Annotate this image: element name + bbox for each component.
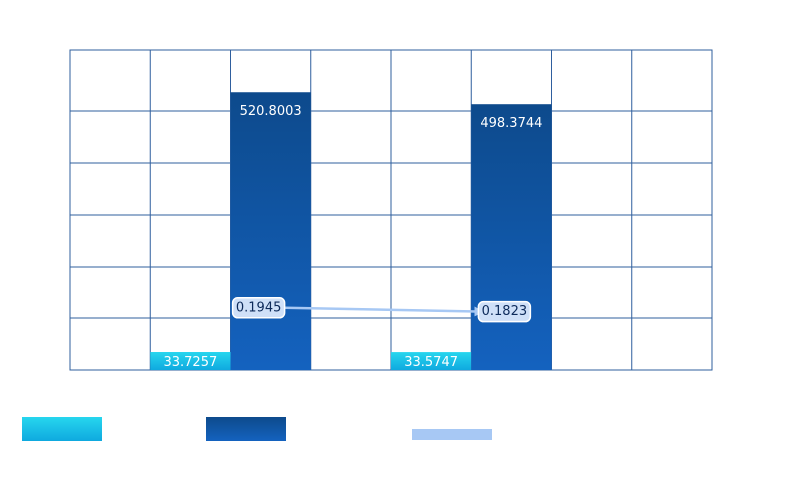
bar-label-series-a: 33.7257: [163, 355, 217, 370]
bar-layer: 33.7257 520.8003 33.5747 498.3744: [150, 92, 552, 370]
legend-swatch-series-c: [412, 429, 492, 440]
line-point-series-c: [477, 300, 532, 323]
bar-label-series-a: 33.5747: [404, 355, 458, 370]
line-layer: 0.1945 0.1823: [231, 297, 532, 323]
line-label-series-c: 0.1823: [482, 304, 528, 319]
bar-label-series-b: 498.3744: [480, 116, 542, 131]
plot-grid: [69, 49, 713, 371]
legend-swatch-series-a: [22, 417, 102, 441]
line-label-series-c: 0.1945: [236, 300, 282, 315]
legend: [22, 417, 492, 441]
bar-label-series-b: 520.8003: [240, 104, 302, 119]
legend-swatch-series-b: [206, 417, 286, 441]
bar-series-b: [471, 104, 552, 370]
line-series-c: [284, 306, 485, 317]
bar-series-a: [150, 352, 231, 370]
bar-series-a: [391, 352, 472, 370]
line-point-series-c: [231, 297, 286, 319]
bar-series-b: [230, 92, 311, 370]
